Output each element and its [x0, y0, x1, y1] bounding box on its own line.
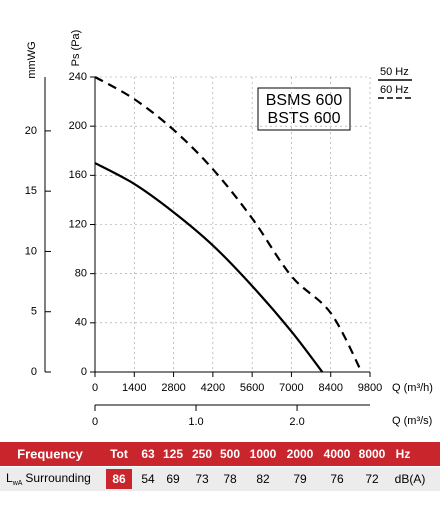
row-cell: 76 [330, 472, 344, 486]
model-label: BSMS 600 [266, 92, 343, 109]
y-tick-label: 240 [69, 71, 87, 83]
header-cell: 4000 [324, 447, 351, 461]
y-axis-title: Ps (Pa) [70, 30, 82, 67]
total-cell [106, 469, 132, 489]
legend-label: 60 Hz [380, 84, 409, 96]
x-tick-label: 5600 [240, 382, 264, 394]
curve [94, 162, 324, 373]
y2-tick-label: 5 [31, 306, 37, 318]
header-cell: 1000 [250, 447, 277, 461]
y-tick-label: 80 [75, 268, 87, 280]
row-cell: dB(A) [395, 472, 426, 486]
row-label-main: L [6, 471, 13, 485]
row-cell: 86 [112, 472, 126, 486]
y2-tick-label: 10 [25, 245, 37, 257]
row-label: LwA Surrounding [6, 471, 91, 487]
header-cell: 500 [220, 447, 240, 461]
y-tick-label: 0 [81, 366, 87, 378]
y-tick-label: 120 [69, 218, 87, 230]
x-tick-label: 0 [92, 382, 98, 394]
row-cell: 69 [166, 472, 180, 486]
x-tick-label: 2800 [161, 382, 185, 394]
x2-axis-title: Q (m³/s) [392, 415, 432, 427]
y2-tick-label: 15 [25, 185, 37, 197]
y-tick-label: 160 [69, 169, 87, 181]
row-cell: 73 [195, 472, 209, 486]
x-tick-label: 8400 [318, 382, 342, 394]
row-cell: 79 [293, 472, 307, 486]
y2-axis-title: mmWG [26, 41, 38, 78]
table-row [0, 467, 440, 491]
x2-tick-label: 0 [92, 416, 98, 428]
row-cell: 82 [256, 472, 270, 486]
header-cell: 125 [163, 447, 183, 461]
header-cell: 2000 [287, 447, 314, 461]
model-label: BSTS 600 [268, 110, 341, 127]
header-cell: Hz [396, 447, 411, 461]
y2-tick-label: 0 [31, 366, 37, 378]
y2-tick-label: 20 [25, 125, 37, 137]
table-header [0, 442, 440, 466]
x-tick-label: 7000 [279, 382, 303, 394]
x2-tick-label: 2.0 [289, 416, 304, 428]
curve [94, 76, 363, 373]
header-cell: 250 [192, 447, 212, 461]
x-axis-title: Q (m³/h) [392, 382, 433, 394]
header-cell: Frequency [17, 446, 84, 461]
y-tick-label: 40 [75, 317, 87, 329]
header-cell: Tot [110, 447, 128, 461]
x2-tick-label: 1.0 [188, 416, 203, 428]
row-label-rest: Surrounding [25, 471, 90, 485]
row-cell: 78 [223, 472, 237, 486]
x-tick-label: 4200 [201, 382, 225, 394]
legend-label: 50 Hz [380, 66, 409, 78]
row-cell: 54 [141, 472, 155, 486]
x-tick-label: 1400 [122, 382, 146, 394]
x-tick-label: 9800 [358, 382, 382, 394]
header-cell: 63 [141, 447, 155, 461]
y-tick-label: 200 [69, 120, 87, 132]
model-box [257, 87, 351, 131]
row-cell: 72 [365, 472, 379, 486]
header-cell: 8000 [359, 447, 386, 461]
row-label-sub: wA [12, 480, 23, 487]
